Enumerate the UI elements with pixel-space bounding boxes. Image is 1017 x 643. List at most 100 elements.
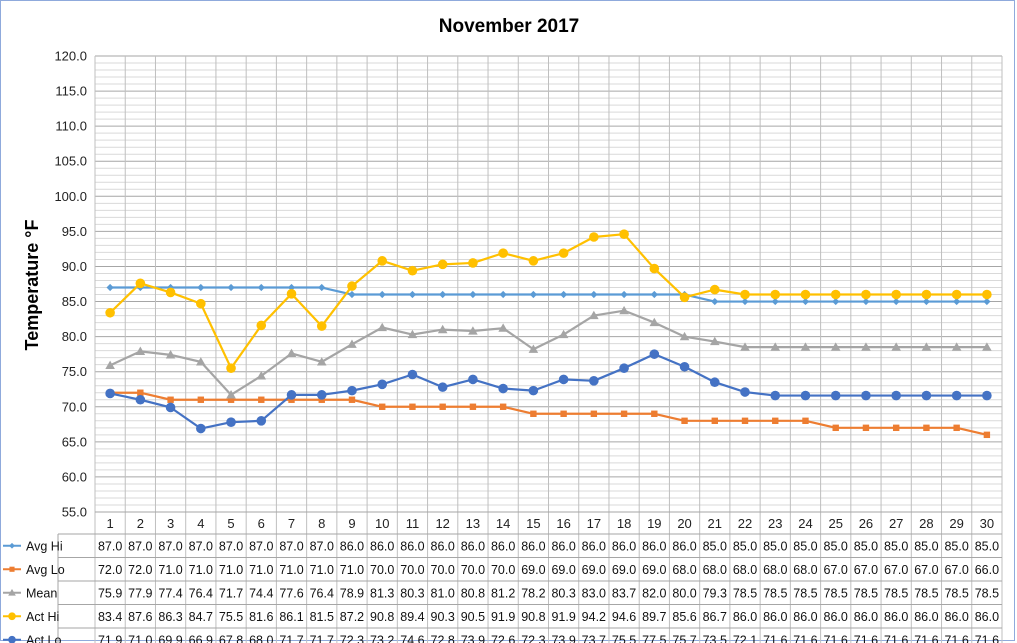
data-point <box>861 390 871 401</box>
series-avg-lo <box>106 389 991 439</box>
data-point <box>347 339 357 348</box>
data-point <box>679 331 690 341</box>
table-cell: 71.6 <box>975 633 999 643</box>
table-cell: 87.0 <box>158 539 182 553</box>
data-point <box>560 290 568 299</box>
data-point <box>771 297 779 306</box>
data-point <box>226 390 236 399</box>
data-point <box>983 297 991 306</box>
table-cell: 69.0 <box>521 563 545 577</box>
table-cell: 78.5 <box>884 586 908 600</box>
data-point <box>709 377 720 388</box>
data-point <box>741 297 749 306</box>
legend-label: Avg Hi <box>26 539 63 553</box>
y-tick-label: 105.0 <box>54 154 87 169</box>
table-cell: 85.0 <box>914 539 938 553</box>
data-point <box>9 566 15 572</box>
table-cell: 69.0 <box>612 563 636 577</box>
data-point <box>830 390 841 401</box>
x-tick-label: 1 <box>106 516 113 531</box>
table-cell: 71.6 <box>763 633 787 643</box>
y-tick-label: 55.0 <box>62 505 87 520</box>
data-point <box>196 357 206 366</box>
data-point <box>709 284 720 295</box>
data-point <box>530 410 537 417</box>
data-point <box>770 289 781 300</box>
data-point <box>105 360 115 369</box>
table-cell: 73.9 <box>551 633 575 643</box>
table-cell: 94.6 <box>612 610 636 624</box>
data-point <box>165 287 176 298</box>
table-cell: 70.0 <box>461 563 485 577</box>
table-cell: 81.6 <box>249 610 273 624</box>
data-point <box>620 290 628 299</box>
table-cell: 71.7 <box>279 633 303 643</box>
data-point <box>135 394 146 405</box>
data-point <box>589 310 599 320</box>
table-cell: 83.7 <box>612 586 636 600</box>
data-point <box>891 390 901 401</box>
data-point <box>679 292 690 303</box>
data-point <box>590 290 598 299</box>
data-point <box>286 348 297 358</box>
data-point <box>953 297 961 306</box>
table-cell: 66.9 <box>189 633 213 643</box>
table-cell: 72.0 <box>98 563 122 577</box>
table-cell: 85.0 <box>975 539 999 553</box>
x-tick-label: 19 <box>647 516 661 531</box>
table-cell: 67.0 <box>854 563 878 577</box>
legend-key <box>3 542 21 549</box>
table-cell: 72.0 <box>128 563 152 577</box>
table-cell: 77.9 <box>128 586 152 600</box>
table-cell: 72.3 <box>340 633 364 643</box>
table-cell: 86.0 <box>582 539 606 553</box>
table-cell: 85.0 <box>703 539 727 553</box>
table-cell: 71.6 <box>914 633 938 643</box>
table-cell: 71.0 <box>279 563 303 577</box>
table-cell: 85.0 <box>763 539 787 553</box>
x-tick-label: 12 <box>435 516 449 531</box>
data-point <box>770 342 781 351</box>
x-tick-label: 21 <box>708 516 722 531</box>
data-point <box>802 417 809 424</box>
table-cell: 87.0 <box>98 539 122 553</box>
table-cell: 90.5 <box>461 610 485 624</box>
series-act-hi <box>105 229 992 373</box>
data-point <box>286 390 297 400</box>
table-cell: 77.6 <box>279 586 303 600</box>
y-tick-label: 80.0 <box>62 329 87 344</box>
data-point <box>589 376 599 386</box>
table-cell: 82.0 <box>642 586 666 600</box>
legend-label: Act Hi <box>26 610 59 624</box>
data-point <box>558 329 569 339</box>
data-point <box>832 297 840 306</box>
data-point <box>316 357 327 366</box>
data-point <box>9 542 15 549</box>
x-tick-label: 7 <box>288 516 295 531</box>
table-cell: 90.8 <box>521 610 545 624</box>
table-cell: 86.0 <box>824 610 848 624</box>
data-point <box>286 289 297 299</box>
table-cell: 81.5 <box>310 610 334 624</box>
data-point <box>439 290 447 299</box>
table-cell: 86.1 <box>279 610 303 624</box>
legend-key <box>3 588 21 596</box>
data-point <box>105 307 115 318</box>
data-point <box>801 297 810 306</box>
chart-title: November 2017 <box>439 16 579 37</box>
data-point <box>407 369 418 380</box>
table-cell: 67.0 <box>944 563 968 577</box>
table-cell: 86.0 <box>521 539 545 553</box>
data-point <box>498 383 508 394</box>
table-cell: 85.0 <box>793 539 817 553</box>
table-cell: 80.3 <box>400 586 424 600</box>
table-cell: 78.5 <box>975 586 999 600</box>
table-cell: 86.0 <box>431 539 455 553</box>
data-point <box>498 323 508 332</box>
data-point <box>711 297 719 306</box>
table-cell: 71.0 <box>189 563 213 577</box>
table-cell: 78.9 <box>340 586 364 600</box>
table-cell: 86.0 <box>793 610 817 624</box>
table-cell: 86.3 <box>158 610 182 624</box>
